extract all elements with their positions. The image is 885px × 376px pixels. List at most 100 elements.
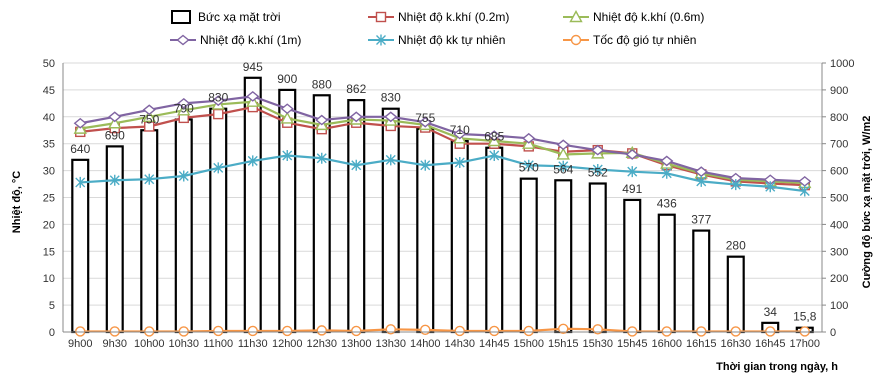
bar-value-labels: 640 690 750 790 830 945 900 880 862 830 755 710 685 5… — [70, 60, 817, 324]
y-tick-label: 15 — [43, 246, 55, 258]
y2-tick-label: 800 — [830, 112, 848, 124]
series-point — [384, 111, 398, 123]
legend-label: Nhiệt độ k.khí (0.6m) — [593, 10, 704, 24]
x-tick-label: 10h30 — [168, 338, 199, 350]
radiation-bar — [588, 182, 607, 334]
series-point — [420, 159, 431, 171]
x-tick-label: 16h30 — [720, 338, 751, 350]
radiation-bar — [726, 255, 745, 334]
y2-tick-label: 100 — [830, 300, 848, 312]
x-tick-label: 13h30 — [375, 338, 406, 350]
x-tick-label: 16h15 — [686, 338, 717, 350]
radiation-bar — [485, 146, 504, 334]
x-tick-label: 14h00 — [410, 338, 441, 350]
y-tick-label: 20 — [43, 219, 55, 231]
y-tick-label: 35 — [43, 139, 55, 151]
y2-tick-label: 200 — [830, 273, 848, 285]
bar-value-label: 755 — [415, 111, 435, 125]
bar-value-label: 830 — [381, 91, 401, 105]
x-tick-label: 12h00 — [272, 338, 303, 350]
radiation-bar — [519, 177, 538, 334]
y-tick-label: 45 — [43, 85, 55, 97]
y2-tick-label: 600 — [830, 166, 848, 178]
series-point — [556, 139, 570, 151]
series-point — [247, 155, 258, 167]
y2-tick-label: 300 — [830, 246, 848, 258]
bar-value-label: 640 — [70, 142, 90, 156]
series-point — [591, 144, 605, 156]
series-point — [489, 325, 500, 337]
y-tick-label: 30 — [43, 166, 55, 178]
radiation-bar — [623, 198, 642, 334]
bar-value-label: 280 — [726, 239, 746, 253]
y2-tick-label: 0 — [830, 327, 836, 339]
series-point — [454, 157, 465, 169]
y-tick-label: 10 — [43, 273, 55, 285]
legend-marker — [375, 11, 387, 23]
series-point — [316, 325, 327, 336]
x-tick-label: 15h30 — [582, 338, 613, 350]
series-point — [661, 167, 672, 179]
legend-label: Nhiệt độ k.khí (1m) — [200, 33, 301, 47]
series-point — [213, 325, 224, 337]
radiation-bar — [692, 229, 711, 334]
series-point — [280, 103, 294, 115]
series-point — [316, 152, 327, 164]
legend-marker — [376, 34, 386, 46]
series-point — [558, 160, 569, 172]
radiation-bar — [174, 118, 193, 334]
legend-marker — [570, 34, 582, 46]
bar-value-label: 552 — [588, 166, 608, 180]
bar-value-label: 945 — [243, 60, 263, 74]
legend-marker — [569, 10, 583, 23]
series-point — [765, 181, 776, 193]
y2-tick-label: 700 — [830, 139, 848, 151]
series-point — [282, 150, 293, 162]
series-point — [556, 147, 570, 160]
series-point — [75, 176, 86, 188]
series-point — [246, 90, 260, 102]
series-point — [696, 326, 707, 337]
series-point — [453, 128, 467, 140]
legend: Bức xạ mặt trời Nhiệt độ k.khí (0.2m) Nhiệ… — [170, 10, 704, 47]
legend-swatch — [171, 10, 191, 24]
bar-value-label: 570 — [519, 161, 539, 175]
y-axis-title: Nhiệt độ, °C — [11, 171, 23, 234]
series-point — [420, 324, 431, 336]
y2-tick-label: 400 — [830, 219, 848, 231]
series-point — [558, 323, 569, 334]
series-point — [108, 111, 122, 123]
series-point — [109, 174, 120, 186]
series-point — [75, 326, 86, 337]
x-tick-label: 10h00 — [134, 338, 165, 350]
series-point — [247, 325, 258, 337]
series-point — [730, 179, 741, 191]
series-point — [730, 326, 741, 337]
series-point — [349, 111, 363, 123]
x-tick-label: 17h00 — [789, 338, 820, 350]
series-point — [627, 166, 638, 178]
series-line — [80, 105, 805, 187]
y-tick-label: 40 — [43, 112, 55, 124]
x-tick-label: 11h30 — [238, 338, 268, 350]
bar-value-label: 15,8 — [793, 310, 817, 324]
bar-value-label: 491 — [622, 182, 642, 196]
series-point — [661, 326, 672, 337]
series-point — [108, 116, 122, 129]
series-point — [211, 95, 225, 107]
series-point — [523, 325, 534, 337]
x-tick-label: 15h45 — [617, 338, 648, 350]
series-point — [418, 116, 432, 128]
x-tick-label: 16h45 — [755, 338, 786, 350]
series-point — [351, 159, 362, 171]
bar-value-label: 710 — [450, 123, 470, 137]
x-axis-title: Thời gian trong ngày, h — [716, 361, 838, 373]
legend-marker — [176, 34, 190, 46]
y2-tick-label: 1000 — [830, 58, 854, 70]
axes: 0510152025303540455001002003004005006007… — [43, 58, 855, 350]
radiation-bar — [347, 99, 366, 334]
bar-value-label: 690 — [105, 128, 125, 142]
series-point — [799, 326, 810, 337]
x-tick-label: 11h00 — [203, 338, 233, 350]
x-tick-label: 15h00 — [513, 338, 544, 350]
